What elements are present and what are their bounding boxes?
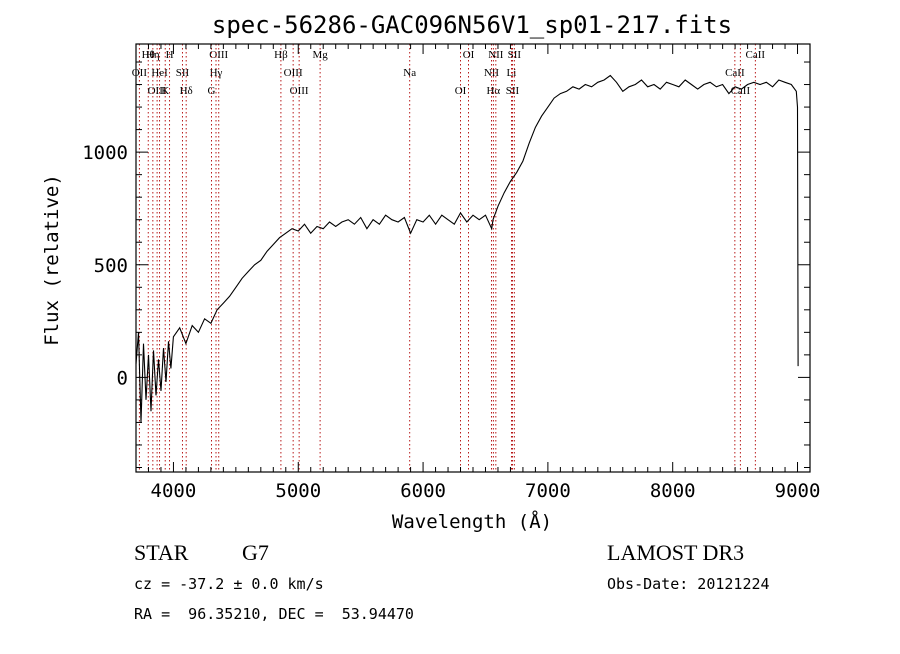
line-label: NII — [484, 67, 500, 79]
line-label: CaII — [746, 49, 766, 61]
line-label: OIII — [284, 67, 303, 79]
line-label: NII — [488, 49, 504, 61]
plot-frame — [135, 43, 811, 473]
object-class: STAR — [134, 540, 189, 565]
line-label: Hδ — [180, 85, 193, 97]
x-tick-label: 4000 — [151, 480, 197, 502]
line-label: SII — [506, 85, 520, 97]
line-label: H — [166, 49, 174, 61]
spectrum-line — [135, 74, 799, 423]
axis-ticks: 4000 5000 6000 7000 8000 9000 0 500 1000 — [82, 44, 820, 502]
x-axis-label: Wavelength (Å) — [392, 510, 552, 533]
line-label: SII — [508, 49, 522, 61]
line-label: Hα — [486, 85, 500, 97]
emission-line-markers: HθOIIOIIIHηHeIKHSIIHδOIIIHγGHβOIIIOIIIMg… — [132, 44, 766, 472]
y-tick-label: 0 — [117, 367, 128, 389]
line-label: OII — [132, 67, 148, 79]
x-tick-label: 7000 — [525, 480, 571, 502]
line-label: Hγ — [210, 67, 223, 79]
line-label: Li — [507, 67, 517, 79]
velocity-readout: cz = -37.2 ± 0.0 km/s — [134, 575, 324, 593]
line-label: Na — [403, 67, 416, 79]
line-label: OI — [463, 49, 475, 61]
x-tick-label: 9000 — [775, 480, 821, 502]
x-tick-label: 5000 — [275, 480, 321, 502]
y-tick-label: 1000 — [82, 142, 128, 164]
line-label: OIII — [209, 49, 228, 61]
line-label: Hβ — [274, 49, 288, 61]
y-tick-label: 500 — [94, 255, 128, 277]
line-label: SII — [176, 67, 190, 79]
x-tick-label: 8000 — [650, 480, 696, 502]
survey-name: LAMOST DR3 — [607, 540, 745, 565]
x-tick-label: 6000 — [400, 480, 446, 502]
spectrum-series — [135, 74, 799, 423]
line-label: G — [208, 85, 216, 97]
line-label: CaII — [731, 85, 751, 97]
coordinates-readout: RA = 96.35210, DEC = 53.94470 — [134, 605, 414, 623]
line-label: HeI — [151, 67, 168, 79]
line-label: OIII — [290, 85, 309, 97]
line-label: Hθ — [142, 49, 155, 61]
line-label: Hη — [146, 49, 160, 61]
object-subclass: G7 — [242, 540, 269, 565]
line-label: OI — [455, 85, 467, 97]
chart-title: spec-56286-GAC096N56V1_sp01-217.fits — [212, 11, 732, 39]
line-label: K — [161, 85, 169, 97]
observation-date: Obs-Date: 20121224 — [607, 575, 770, 593]
y-axis-label: Flux (relative) — [41, 174, 63, 346]
line-label: Mg — [312, 49, 328, 61]
line-label: CaII — [725, 67, 745, 79]
